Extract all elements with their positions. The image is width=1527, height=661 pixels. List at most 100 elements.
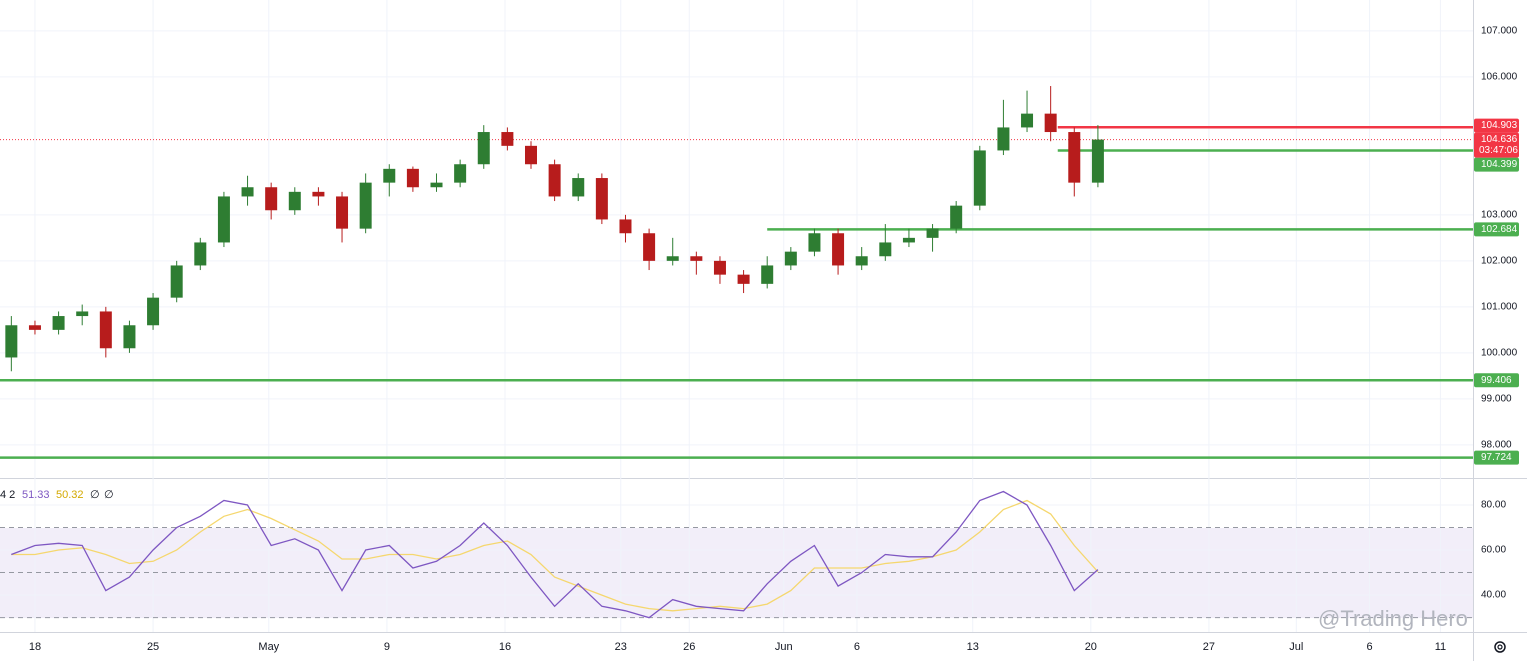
y-tick-label: 106.000 <box>1481 71 1518 82</box>
x-tick-label: 26 <box>683 641 695 653</box>
candle-body <box>666 256 679 261</box>
rsi-legend-extra: ∅ <box>90 489 100 501</box>
candle-body <box>784 251 797 266</box>
x-tick-label: 27 <box>1203 641 1215 653</box>
level-label: 99.406 <box>1481 375 1512 386</box>
y-tick-label: 107.000 <box>1481 25 1518 36</box>
candle-body <box>501 132 514 146</box>
candle-body <box>761 265 774 284</box>
x-tick-label: May <box>258 641 279 653</box>
candle-body <box>855 256 868 266</box>
rsi-legend-label: 4 2 <box>0 489 15 501</box>
rsi-ma-line <box>11 499 1099 612</box>
candle-body <box>147 297 160 326</box>
candle-body <box>572 178 585 197</box>
x-tick-label: 6 <box>854 641 860 653</box>
level-label: 102.684 <box>1481 224 1518 235</box>
candle-body <box>713 260 726 275</box>
candle-body <box>52 316 65 330</box>
level-label: 104.399 <box>1481 159 1518 170</box>
candle-body <box>406 168 419 188</box>
x-tick-label: 13 <box>967 641 979 653</box>
candle-body <box>194 242 207 266</box>
candle-body <box>217 196 230 243</box>
candle-body <box>832 233 845 266</box>
candle-body <box>99 311 112 349</box>
x-tick-label: 16 <box>499 641 511 653</box>
x-tick-label: 20 <box>1085 641 1097 653</box>
gear[interactable] <box>1494 641 1506 653</box>
level-label-box <box>1474 373 1519 388</box>
x-tick-label: 23 <box>615 641 627 653</box>
candle-body <box>595 178 608 220</box>
last-price-label: 104.636 <box>1481 134 1518 145</box>
rsi-legend-value: 51.33 <box>22 489 50 501</box>
settings-icon[interactable] <box>1494 641 1506 653</box>
x-tick-label: Jun <box>775 641 793 653</box>
candle-body <box>123 325 136 349</box>
candle-body <box>359 182 372 229</box>
candle-body <box>1044 113 1057 133</box>
candle-body <box>997 127 1010 151</box>
candle-body <box>548 164 561 197</box>
y-tick-label: 102.000 <box>1481 255 1518 266</box>
level-label-box <box>1474 222 1519 237</box>
level-label-box <box>1474 450 1519 465</box>
candle-body <box>737 274 750 284</box>
candle-body <box>1068 132 1081 183</box>
candle-body <box>1091 139 1104 183</box>
candle-body <box>690 256 703 261</box>
y-tick-label: 98.000 <box>1481 440 1512 451</box>
candle-body <box>926 228 939 238</box>
rsi-tick-label: 80.00 <box>1481 500 1506 511</box>
x-tick-label: 11 <box>1435 641 1446 653</box>
candle-body <box>5 325 18 358</box>
x-tick-label: 18 <box>29 641 41 653</box>
rsi-line <box>11 490 1099 619</box>
x-tick-label: Jul <box>1289 641 1303 653</box>
candle-body <box>643 233 656 261</box>
gear-hub[interactable] <box>1497 644 1503 650</box>
x-tick-label: 25 <box>147 641 159 653</box>
rsi-legend-extra: ∅ <box>104 489 114 501</box>
candle-body <box>879 242 892 257</box>
candle-body <box>28 325 41 330</box>
y-tick-label: 99.000 <box>1481 394 1512 405</box>
candle-body <box>241 187 254 197</box>
level-label-box <box>1474 118 1519 133</box>
y-tick-label: 103.000 <box>1481 209 1518 220</box>
candle-body <box>454 164 467 183</box>
x-tick-label: 6 <box>1366 641 1372 653</box>
rsi-legend-ma-value: 50.32 <box>56 489 84 501</box>
candle-body <box>619 219 632 234</box>
x-tick-label: 9 <box>384 641 390 653</box>
candle-body <box>524 145 537 165</box>
y-tick-label: 100.000 <box>1481 348 1518 359</box>
candle-body <box>430 182 443 188</box>
candle-body <box>973 150 986 206</box>
rsi-tick-label: 40.00 <box>1481 590 1506 601</box>
candle-body <box>950 205 963 229</box>
candle-body <box>170 265 183 298</box>
candle-body <box>902 237 915 243</box>
candle-body <box>265 187 278 211</box>
y-tick-label: 101.000 <box>1481 301 1518 312</box>
rsi-tick-label: 60.00 <box>1481 545 1506 556</box>
level-label: 97.724 <box>1481 452 1512 463</box>
candle-body <box>1021 113 1034 128</box>
last-price-box <box>1474 132 1519 158</box>
candle-body <box>76 311 89 317</box>
level-label: 104.903 <box>1481 120 1518 131</box>
level-label-box <box>1474 157 1519 172</box>
countdown: 03:47:06 <box>1479 145 1518 156</box>
candle-body <box>808 233 821 252</box>
candle-body <box>336 196 349 229</box>
watermark: @Trading Hero <box>1318 606 1468 631</box>
candle-body <box>312 191 325 197</box>
candle-body <box>383 168 396 183</box>
candle-body <box>477 132 490 165</box>
candle-body <box>288 191 301 211</box>
